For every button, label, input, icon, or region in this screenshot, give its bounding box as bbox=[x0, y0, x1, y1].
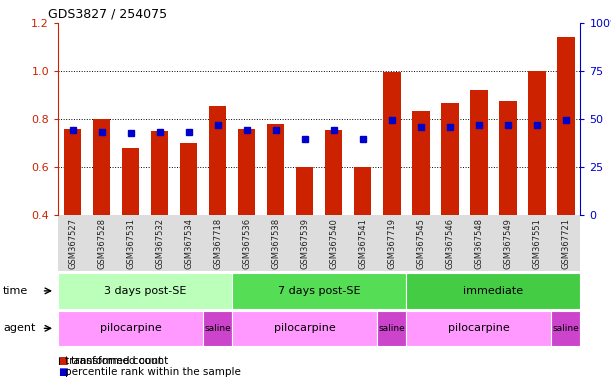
Text: pilocarpine: pilocarpine bbox=[100, 323, 161, 333]
Bar bbox=[499, 101, 516, 215]
Text: pilocarpine: pilocarpine bbox=[274, 323, 335, 333]
Text: GDS3827 / 254075: GDS3827 / 254075 bbox=[48, 7, 167, 20]
Bar bbox=[557, 38, 574, 215]
Bar bbox=[354, 167, 371, 215]
Bar bbox=[180, 143, 197, 215]
Bar bbox=[122, 148, 139, 215]
Bar bbox=[64, 129, 81, 215]
Bar bbox=[470, 90, 488, 215]
Bar bbox=[528, 71, 546, 215]
Text: ■ transformed count: ■ transformed count bbox=[58, 356, 168, 366]
Text: ■: ■ bbox=[58, 356, 68, 366]
Text: saline: saline bbox=[378, 324, 405, 333]
Bar bbox=[383, 72, 401, 215]
Text: ■: ■ bbox=[58, 367, 68, 377]
Bar bbox=[296, 167, 313, 215]
Text: time: time bbox=[3, 286, 28, 296]
Bar bbox=[412, 111, 430, 215]
Text: saline: saline bbox=[204, 324, 231, 333]
Bar bbox=[93, 119, 110, 215]
Bar bbox=[325, 130, 342, 215]
Text: pilocarpine: pilocarpine bbox=[448, 323, 510, 333]
Text: percentile rank within the sample: percentile rank within the sample bbox=[65, 367, 241, 377]
Bar bbox=[441, 103, 458, 215]
Bar bbox=[238, 129, 255, 215]
Text: 3 days post-SE: 3 days post-SE bbox=[104, 286, 186, 296]
Bar bbox=[267, 124, 285, 215]
Text: agent: agent bbox=[3, 323, 35, 333]
Text: saline: saline bbox=[552, 324, 579, 333]
Text: transformed count: transformed count bbox=[65, 356, 163, 366]
Bar bbox=[209, 106, 226, 215]
Bar bbox=[151, 131, 169, 215]
Text: 7 days post-SE: 7 days post-SE bbox=[278, 286, 360, 296]
Text: immediate: immediate bbox=[463, 286, 524, 296]
